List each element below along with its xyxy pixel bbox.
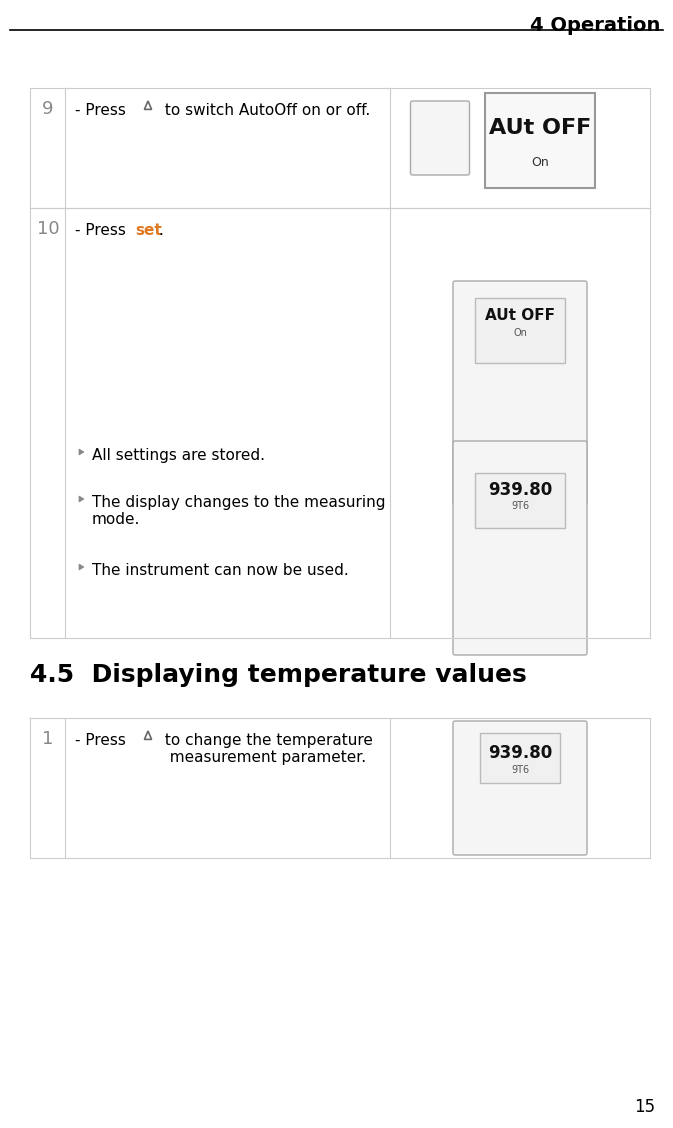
Bar: [475, 473, 565, 528]
Text: On: On: [513, 328, 527, 338]
Text: All settings are stored.: All settings are stored.: [92, 448, 265, 462]
Text: - Press: - Press: [75, 733, 131, 748]
Polygon shape: [79, 564, 84, 570]
Text: to change the temperature
  measurement parameter.: to change the temperature measurement pa…: [160, 733, 373, 766]
Text: 9T6: 9T6: [511, 501, 529, 511]
Text: 4.5  Displaying temperature values: 4.5 Displaying temperature values: [30, 663, 527, 687]
Text: set: set: [135, 223, 162, 238]
Text: .: .: [158, 223, 163, 238]
Polygon shape: [145, 102, 151, 109]
Bar: [480, 733, 560, 783]
Text: - Press: - Press: [75, 223, 131, 238]
Polygon shape: [79, 496, 84, 502]
Polygon shape: [79, 449, 84, 455]
Text: 9: 9: [42, 100, 54, 118]
Text: 10: 10: [37, 220, 59, 238]
Text: 15: 15: [634, 1098, 655, 1116]
Text: 1: 1: [42, 730, 54, 748]
Polygon shape: [145, 731, 151, 739]
Text: The instrument can now be used.: The instrument can now be used.: [92, 563, 349, 578]
FancyBboxPatch shape: [453, 721, 587, 855]
Text: 939.80: 939.80: [488, 481, 552, 499]
Text: The display changes to the measuring
mode.: The display changes to the measuring mod…: [92, 495, 386, 528]
Text: - Press: - Press: [75, 103, 131, 118]
Bar: [475, 298, 565, 363]
FancyBboxPatch shape: [453, 441, 587, 655]
Bar: [485, 92, 595, 188]
Text: AUt OFF: AUt OFF: [485, 308, 555, 323]
Text: 939.80: 939.80: [488, 744, 552, 763]
Text: 9T6: 9T6: [511, 765, 529, 775]
Text: On: On: [531, 157, 549, 169]
FancyBboxPatch shape: [453, 281, 587, 505]
Text: AUt OFF: AUt OFF: [489, 118, 591, 138]
Text: 4 Operation: 4 Operation: [530, 16, 660, 35]
FancyBboxPatch shape: [411, 102, 470, 175]
Text: to switch AutoOff on or off.: to switch AutoOff on or off.: [160, 103, 370, 118]
